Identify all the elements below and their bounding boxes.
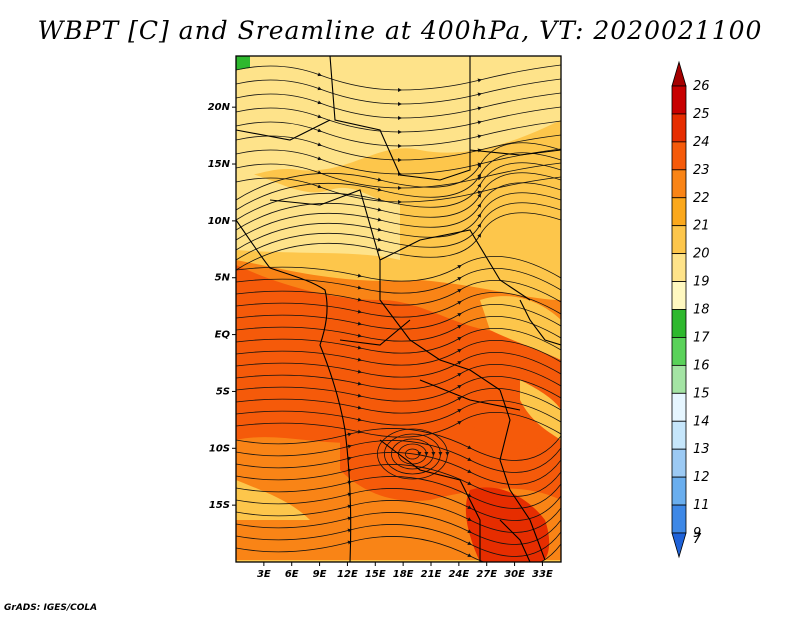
colorbar-label: 11: [693, 498, 710, 513]
streamline: [391, 438, 436, 470]
streamline: [236, 464, 561, 497]
streamline: [236, 536, 561, 562]
colorbar-label: 12: [693, 470, 710, 485]
lat-tick-label: 5S: [216, 386, 230, 397]
colorbar-bottom-triangle: [671, 532, 687, 559]
colorbar-segment: [671, 253, 687, 282]
colorbar-label: 13: [693, 442, 710, 457]
lon-tick-label: 18E: [393, 569, 414, 580]
longitude-axis: 3E 6E 9E 12E 15E 18E 21E 24E 27E 30E 33E: [257, 562, 553, 580]
streamline: [384, 433, 443, 475]
streamline: [398, 443, 429, 465]
colorbar-segment: [671, 364, 687, 394]
colorbar-label: 20: [693, 247, 710, 262]
colorbar-label: 9: [693, 526, 701, 541]
streamline: [236, 488, 561, 521]
colorbar-label: 15: [693, 386, 710, 401]
colorbar-segment: [671, 281, 687, 310]
lat-tick-label: 20N: [208, 102, 231, 113]
colorbar-label: 17: [693, 330, 710, 345]
colorbar-segment: [671, 420, 687, 450]
colorbar-top-triangle: [671, 60, 687, 87]
lat-tick-label: 5N: [215, 273, 231, 284]
colorbar-label: 7: [693, 532, 702, 547]
lat-tick-label: 10N: [208, 216, 231, 227]
streamline: [236, 212, 561, 271]
colorbar-segment: [671, 476, 687, 506]
lat-tick-label: 15N: [208, 159, 231, 170]
lon-tick-label: 9E: [313, 569, 327, 580]
lon-tick-label: 15E: [365, 569, 386, 580]
credit-text: GrADS: IGES/COLA: [4, 603, 98, 613]
country-borders: [236, 56, 561, 562]
colorbar-label: 14: [693, 414, 710, 429]
colorbar-label: 25: [693, 107, 710, 122]
lon-tick-label: 21E: [421, 569, 442, 580]
streamline: [236, 428, 561, 461]
colorbar-segment: [671, 309, 687, 338]
colorbar-label: 16: [693, 358, 710, 373]
lat-tick-label: EQ: [215, 330, 231, 341]
colorbar: 26 25 24 23 22 21 20 19 18 17 16 15 14 13 12 11 97: [671, 60, 710, 559]
colorbar-segment: [671, 197, 687, 227]
colorbar-label: 19: [693, 275, 710, 290]
lon-tick-label: 24E: [448, 569, 469, 580]
colorbar-label: 18: [693, 303, 710, 318]
colorbar-segment: [671, 113, 687, 143]
lon-tick-label: 6E: [285, 569, 299, 580]
colorbar-segment: [671, 504, 687, 534]
lat-tick-label: 15S: [209, 500, 230, 511]
colorbar-label: 23: [693, 163, 710, 178]
colorbar-label: 26: [693, 79, 710, 94]
streamline: [405, 448, 422, 460]
colorbar-label: 24: [693, 135, 710, 150]
streamline: [236, 452, 561, 485]
colorbar-segment: [671, 141, 687, 171]
streamline: [236, 500, 561, 533]
lon-tick-label: 27E: [476, 569, 497, 580]
colorbar-segment: [671, 225, 687, 255]
lon-tick-label: 30E: [504, 569, 525, 580]
colorbar-segment: [671, 169, 687, 199]
lon-tick-label: 12E: [337, 569, 358, 580]
colorbar-segment: [671, 85, 687, 115]
colorbar-label: 21: [693, 219, 710, 234]
streamline: [377, 428, 450, 480]
streamline: [236, 440, 561, 473]
streamline: [236, 476, 561, 509]
map-title: WBPT [C] and Sreamline at 400hPa, VT: 20…: [37, 16, 763, 45]
lat-tick-label: 10S: [209, 443, 230, 454]
lon-tick-label: 3E: [257, 569, 271, 580]
lon-tick-label: 33E: [532, 569, 553, 580]
latitude-axis: 20N 15N 10N 5N EQ 5S 10S 15S: [208, 102, 236, 511]
colorbar-segment: [671, 392, 687, 422]
streamline: [236, 524, 561, 557]
colorbar-segment: [671, 337, 687, 366]
colorbar-label: 22: [693, 191, 710, 206]
map-frame: [235, 55, 562, 563]
colorbar-segment: [671, 448, 687, 478]
